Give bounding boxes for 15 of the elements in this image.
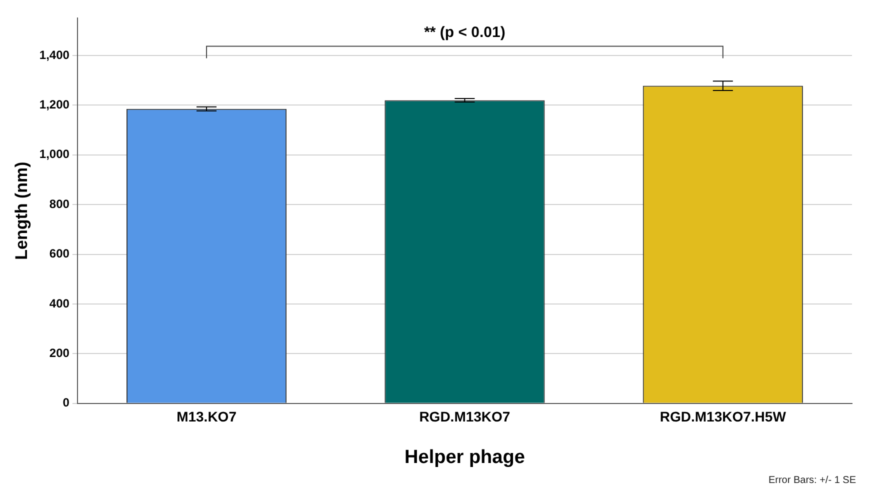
y-tick-label: 800	[49, 196, 70, 211]
x-tick-label: RGD.M13KO7	[419, 408, 510, 425]
y-tick-label: 0	[62, 396, 70, 410]
x-tick-label: M13.KO7	[176, 408, 237, 425]
y-axis-title: Length (nm)	[12, 162, 31, 260]
y-tick-label: 200	[49, 346, 70, 360]
y-tick-label: 400	[49, 296, 70, 310]
x-tick-label: RGD.M13KO7.H5W	[660, 408, 787, 425]
x-axis-title: Helper phage	[404, 446, 525, 468]
text: Error Bars: +/- 1 SE	[768, 474, 856, 486]
y-tick-label: 1,200	[39, 97, 70, 112]
y-tick-label: 1,400	[39, 48, 70, 62]
annotation: ** (p < 0.01)	[424, 24, 506, 41]
y-tick-label: 600	[49, 246, 70, 261]
y-tick-label: 1,000	[39, 147, 70, 162]
